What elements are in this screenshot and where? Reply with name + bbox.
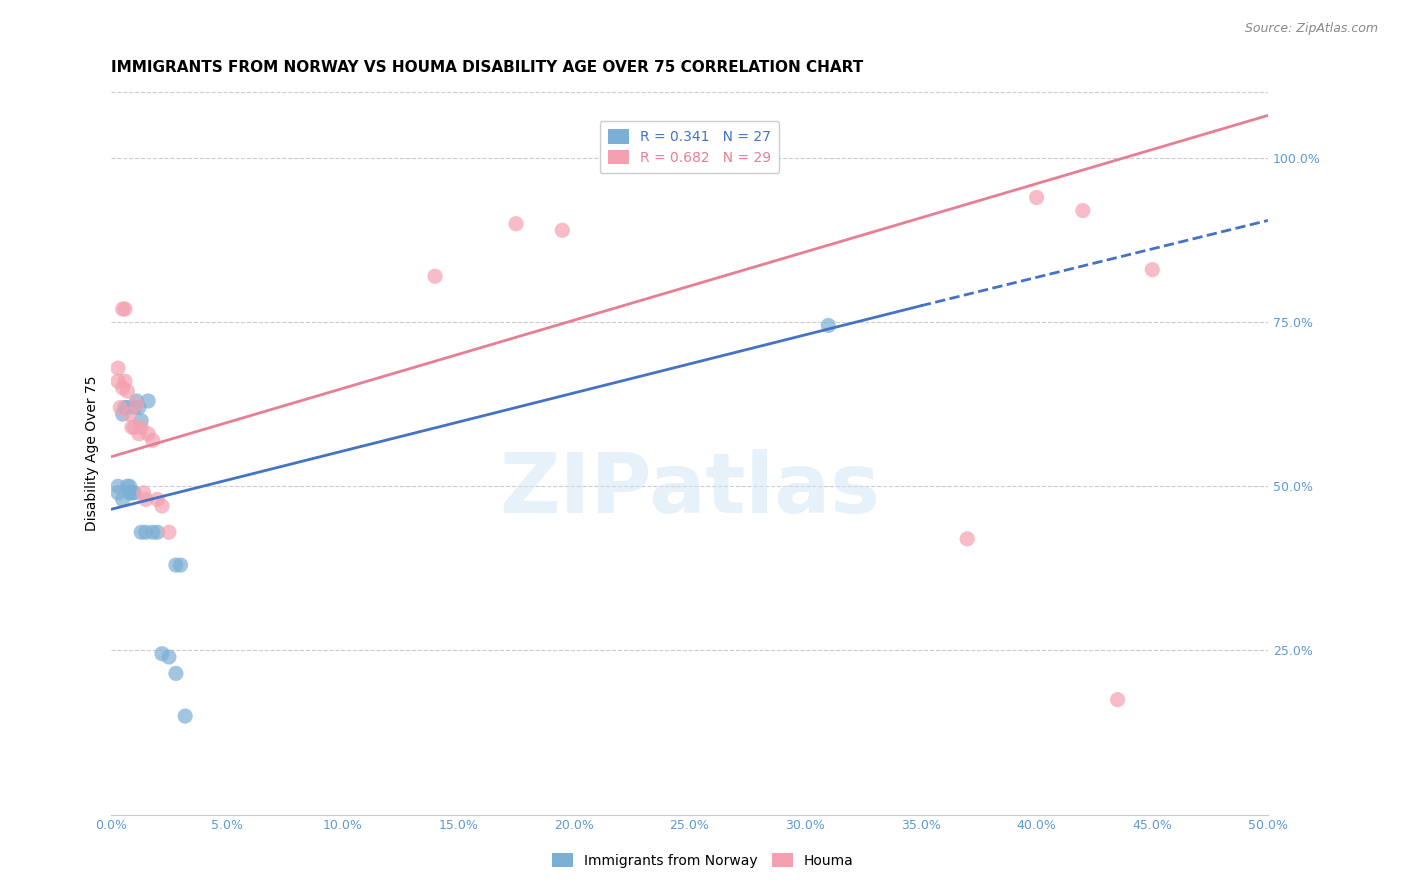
Point	[110, 401, 132, 415]
Point	[1107, 692, 1129, 706]
Point	[121, 486, 143, 500]
Point	[1071, 203, 1094, 218]
Point	[132, 486, 155, 500]
Point	[117, 479, 139, 493]
Point	[174, 709, 197, 723]
Point	[111, 301, 134, 316]
Point	[107, 361, 129, 376]
Point	[128, 401, 150, 415]
Point	[1025, 190, 1047, 204]
Point	[136, 426, 159, 441]
Point	[118, 479, 141, 493]
Point	[505, 217, 527, 231]
Point	[135, 525, 157, 540]
Point	[111, 381, 134, 395]
Point	[121, 420, 143, 434]
Point	[111, 492, 134, 507]
Point	[129, 525, 152, 540]
Point	[125, 397, 148, 411]
Point	[1142, 262, 1164, 277]
Point	[107, 374, 129, 388]
Y-axis label: Disability Age Over 75: Disability Age Over 75	[86, 376, 100, 532]
Point	[107, 486, 129, 500]
Point	[129, 414, 152, 428]
Point	[114, 374, 136, 388]
Text: ZIPatlas: ZIPatlas	[499, 449, 880, 530]
Point	[142, 434, 165, 448]
Point	[165, 558, 187, 573]
Point	[142, 525, 165, 540]
Point	[122, 401, 145, 415]
Point	[150, 499, 173, 513]
Point	[114, 401, 136, 415]
Point	[169, 558, 191, 573]
Point	[165, 666, 187, 681]
Point	[117, 384, 139, 398]
Point	[157, 650, 180, 665]
Point	[114, 301, 136, 316]
Point	[117, 401, 139, 415]
Point	[122, 420, 145, 434]
Point	[956, 532, 979, 546]
Text: Source: ZipAtlas.com: Source: ZipAtlas.com	[1244, 22, 1378, 36]
Point	[107, 479, 129, 493]
Point	[136, 394, 159, 409]
Point	[128, 426, 150, 441]
Point	[135, 492, 157, 507]
Point	[125, 394, 148, 409]
Point	[118, 407, 141, 421]
Text: IMMIGRANTS FROM NORWAY VS HOUMA DISABILITY AGE OVER 75 CORRELATION CHART: IMMIGRANTS FROM NORWAY VS HOUMA DISABILI…	[111, 60, 863, 75]
Point	[111, 407, 134, 421]
Point	[146, 525, 169, 540]
Point	[118, 486, 141, 500]
Legend: Immigrants from Norway, Houma: Immigrants from Norway, Houma	[544, 845, 862, 876]
Point	[146, 492, 169, 507]
Point	[817, 318, 839, 333]
Point	[157, 525, 180, 540]
Point	[150, 647, 173, 661]
Point	[129, 420, 152, 434]
Point	[423, 269, 446, 284]
Legend: R = 0.341   N = 27, R = 0.682   N = 29: R = 0.341 N = 27, R = 0.682 N = 29	[600, 121, 779, 173]
Point	[122, 486, 145, 500]
Point	[551, 223, 574, 237]
